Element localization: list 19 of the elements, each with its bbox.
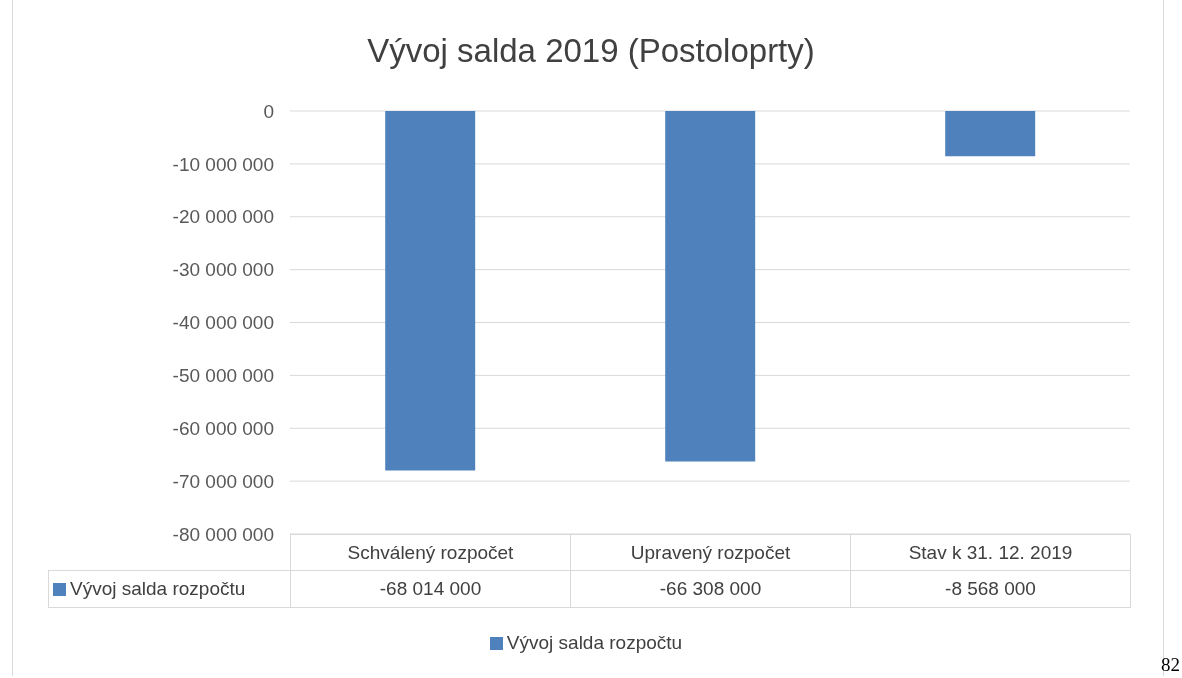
y-tick-label: -50 000 000	[172, 365, 274, 387]
y-tick-label: -80 000 000	[172, 523, 274, 545]
chart-title: Vývoj salda 2019 (Postoloprty)	[366, 32, 816, 70]
x-tick-label: Upravený rozpočet	[570, 534, 851, 571]
x-tick-label: Schválený rozpočet	[290, 534, 571, 571]
y-tick-label: -40 000 000	[172, 312, 274, 334]
y-tick-label: 0	[263, 100, 274, 122]
x-tick-label: Stav k 31. 12. 2019	[850, 534, 1131, 571]
legend-label: Vývoj salda rozpočtu	[505, 632, 683, 654]
text: 82	[1161, 654, 1180, 676]
data-label: -8 568 000	[850, 570, 1131, 608]
y-tick-label: -30 000 000	[172, 259, 274, 281]
y-tick-label: -20 000 000	[172, 206, 274, 228]
data-label: -66 308 000	[570, 570, 851, 608]
text: Vývoj salda rozpočtu	[70, 578, 246, 599]
y-tick-label: -70 000 000	[172, 470, 274, 492]
y-tick-label: -60 000 000	[172, 417, 274, 439]
y-tick-label: -10 000 000	[172, 153, 274, 175]
data-label: -68 014 000	[290, 570, 571, 608]
